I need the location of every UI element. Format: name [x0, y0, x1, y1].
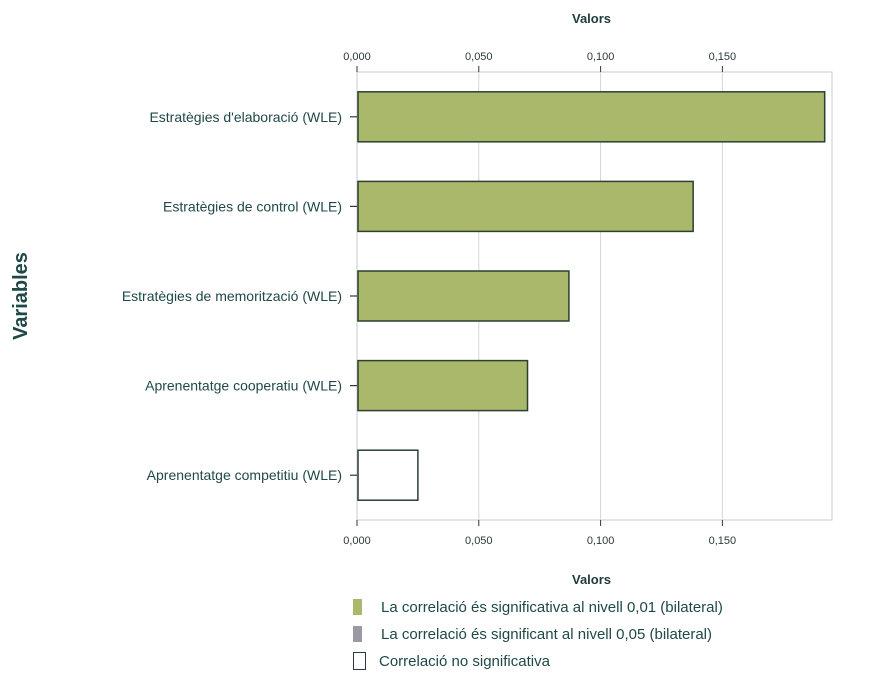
chart-legend: La correlació és significativa al nivell…	[353, 596, 723, 677]
legend-swatch-significant-001	[353, 599, 362, 615]
x-tick-label-top: 0,100	[587, 51, 615, 63]
bar	[357, 180, 694, 233]
legend-label-significant-001: La correlació és significativa al nivell…	[381, 598, 723, 616]
x-tick-label-top: 0,150	[709, 51, 737, 63]
category-label: Estratègies de control (WLE)	[163, 198, 342, 214]
legend-item-not-significant: Correlació no significativa	[353, 650, 723, 672]
x-tick-label-bottom: 0,150	[709, 535, 737, 547]
x-tick-label-bottom: 0,000	[343, 535, 371, 547]
x-tick-label-bottom: 0,100	[587, 535, 615, 547]
category-label: Aprenentatge cooperatiu (WLE)	[145, 378, 342, 394]
x-tick-label-top: 0,050	[465, 51, 493, 63]
legend-item-significant-005: La correlació és significant al nivell 0…	[353, 623, 723, 645]
legend-item-significant-001: La correlació és significativa al nivell…	[353, 596, 723, 618]
category-label: Estratègies de memorització (WLE)	[122, 288, 342, 304]
y-axis-title: Variables	[10, 252, 32, 340]
x-axis-title-bottom: Valors	[572, 572, 611, 587]
x-tick-label-top: 0,000	[343, 51, 371, 63]
bar	[357, 270, 570, 322]
legend-swatch-not-significant	[353, 652, 366, 670]
legend-swatch-significant-005	[353, 626, 362, 642]
category-label: Aprenentatge competitiu (WLE)	[147, 467, 342, 483]
legend-label-significant-005: La correlació és significant al nivell 0…	[381, 625, 712, 643]
bar	[357, 359, 529, 412]
category-label: Estratègies d'elaboració (WLE)	[149, 109, 342, 125]
x-tick-label-bottom: 0,050	[465, 535, 493, 547]
legend-label-not-significant: Correlació no significativa	[379, 652, 550, 670]
x-axis-title-top: Valors	[572, 11, 611, 26]
bar	[357, 449, 419, 501]
bar	[357, 91, 826, 143]
